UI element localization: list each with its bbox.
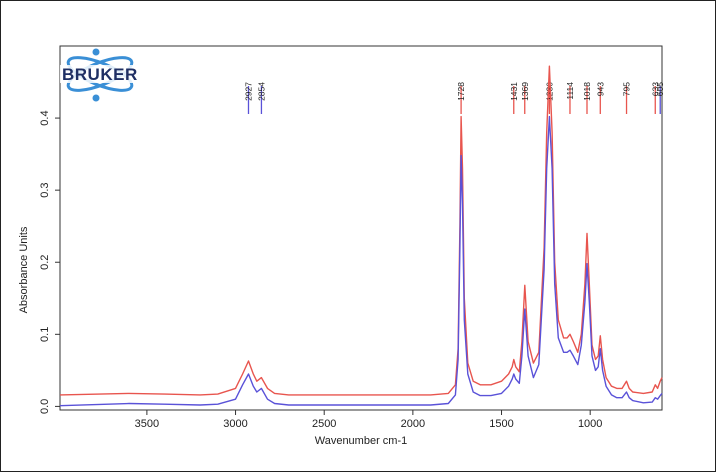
spectrum-line-2 (59, 115, 663, 407)
x-tick-label: 3500 (135, 418, 159, 430)
x-tick-label: 2500 (312, 418, 336, 430)
peak-markers: 2927 2854 1728 1431 1369 1230 1114 1018 943 795 63… (243, 82, 665, 114)
peak-label: 1431 (509, 82, 519, 101)
peak-label: 1230 (544, 82, 554, 101)
y-tick-label: 0.1 (39, 327, 51, 342)
peak-label: 1018 (582, 82, 592, 101)
logo-text: BRUKER (62, 65, 138, 84)
y-axis-label: Absorbance Units (18, 226, 30, 313)
peak-label: 2927 (243, 82, 253, 101)
peak-label: 633 (650, 82, 660, 96)
y-tick-label: 0.2 (39, 255, 51, 270)
x-tick-label: 2000 (401, 418, 425, 430)
y-axis: 0.0 0.1 0.2 0.3 0.4 (39, 110, 60, 414)
x-axis-label: Wavenumber cm-1 (315, 435, 408, 447)
peak-label: 2854 (256, 82, 266, 101)
plot-box (59, 45, 663, 411)
peak-label: 605 (655, 82, 665, 96)
y-tick-label: 0.0 (39, 399, 51, 414)
y-tick-label: 0.4 (39, 110, 51, 125)
series-lines (59, 65, 663, 407)
x-axis: 3500 3000 2500 2000 1500 1000 (135, 410, 602, 430)
x-tick-label: 1500 (489, 418, 513, 430)
x-tick-label: 3000 (223, 418, 247, 430)
x-tick-label: 1000 (578, 418, 602, 430)
atom-logo-icon (60, 48, 164, 102)
peak-label: 943 (595, 82, 605, 96)
peak-label: 795 (622, 82, 632, 96)
peak-label: 1114 (565, 82, 575, 100)
peak-label: 1369 (520, 82, 530, 101)
peak-label: 1728 (456, 82, 466, 101)
spectrum-line-1 (59, 65, 663, 396)
y-tick-label: 0.3 (39, 183, 51, 198)
bruker-logo: BRUKER (60, 48, 164, 104)
